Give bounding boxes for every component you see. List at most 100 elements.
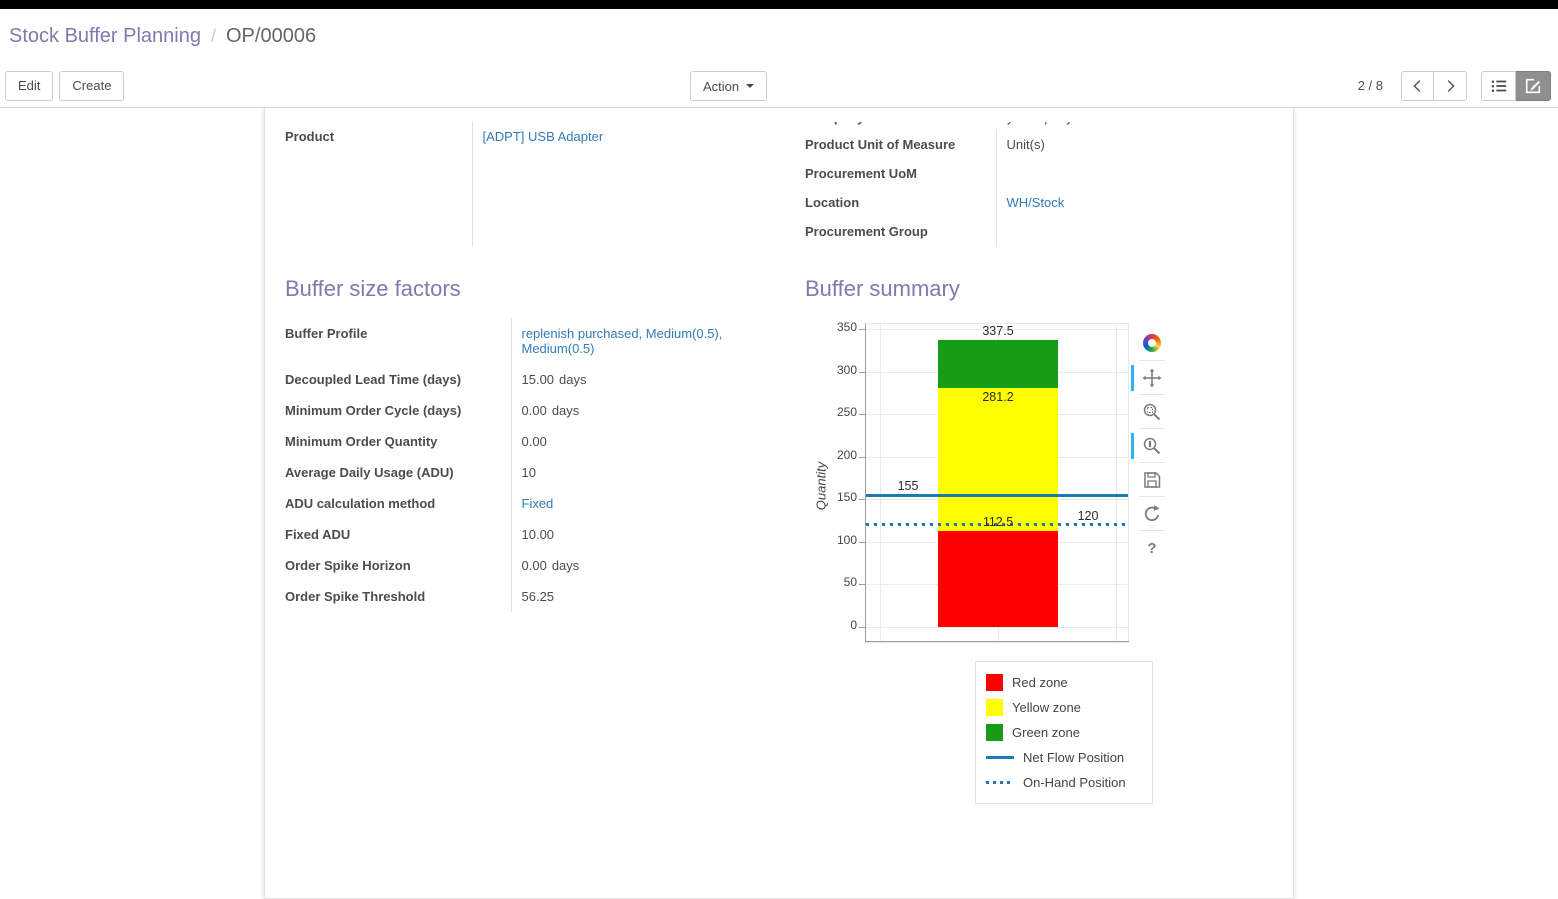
top-navbar bbox=[0, 0, 1558, 9]
edit-button[interactable]: Edit bbox=[5, 70, 54, 101]
field-row-min-order-cycle: Minimum Order Cycle (days) 0.00 days bbox=[285, 395, 785, 426]
legend-item: Green zone bbox=[986, 720, 1142, 745]
procurement-uom-label: Procurement UoM bbox=[805, 166, 917, 181]
legend-label: On-Hand Position bbox=[1023, 775, 1126, 790]
company-label: Company bbox=[805, 122, 996, 125]
box-zoom-icon bbox=[1143, 403, 1161, 420]
help-icon: ? bbox=[1147, 540, 1156, 557]
form-view: Product [ADPT] USB Adapter Company My Co… bbox=[0, 108, 1558, 899]
field-row-min-order-qty: Minimum Order Quantity 0.00 bbox=[285, 426, 785, 457]
legend-swatch-net-flow-position bbox=[986, 756, 1014, 759]
fixed-adu-label: Fixed ADU bbox=[285, 527, 351, 542]
list-icon bbox=[1491, 80, 1506, 92]
help-tool-button[interactable]: ? bbox=[1139, 530, 1165, 564]
svg-text:?: ? bbox=[1147, 540, 1156, 557]
section-title-buffer-summary: Buffer summary bbox=[805, 276, 960, 301]
adu-method-link[interactable]: Fixed bbox=[521, 496, 554, 511]
legend-swatch-red-zone bbox=[986, 674, 1003, 691]
create-button[interactable]: Create bbox=[59, 70, 125, 101]
y-tick-label: 300 bbox=[836, 362, 857, 377]
bar-segment-red-zone bbox=[938, 531, 1058, 627]
pager-next-button[interactable] bbox=[1434, 70, 1467, 101]
clipped-field-row: Company My Company bbox=[805, 122, 1273, 130]
box-zoom-tool-button[interactable] bbox=[1139, 394, 1165, 428]
legend-label: Green zone bbox=[1012, 725, 1080, 740]
legend-swatch-green-zone bbox=[986, 724, 1003, 741]
procurement-group-value bbox=[995, 217, 1075, 246]
y-gridline bbox=[866, 627, 1128, 628]
field-row-procurement-uom: Procurement UoM bbox=[805, 159, 1075, 188]
pan-tool-button[interactable] bbox=[1131, 360, 1165, 394]
field-row-adu: Average Daily Usage (ADU) 10 bbox=[285, 457, 785, 488]
spike-threshold-label: Order Spike Threshold bbox=[285, 589, 426, 604]
line-on-hand-position bbox=[866, 523, 1128, 527]
pager-counter: 2 / 8 bbox=[1357, 78, 1383, 93]
bokeh-logo-button[interactable] bbox=[1139, 326, 1165, 360]
y-tick-mark bbox=[859, 414, 866, 416]
product-link[interactable]: [ADPT] USB Adapter bbox=[482, 129, 604, 144]
y-tick-mark bbox=[859, 499, 866, 501]
dlt-label: Decoupled Lead Time (days) bbox=[285, 372, 462, 387]
spike-horizon-value: 0.00 bbox=[521, 558, 547, 573]
spike-threshold-value: 56.25 bbox=[510, 581, 785, 612]
form-view-button[interactable] bbox=[1516, 70, 1551, 101]
min-order-qty-label: Minimum Order Quantity bbox=[285, 434, 438, 449]
min-order-cycle-unit: days bbox=[551, 403, 580, 418]
pager-previous-button[interactable] bbox=[1401, 70, 1434, 101]
y-tick-mark bbox=[859, 627, 866, 628]
procurement-group: Product Unit of Measure Unit(s) Procurem… bbox=[805, 130, 1075, 246]
spike-horizon-unit: days bbox=[551, 558, 580, 573]
field-row-buffer-profile: Buffer Profile replenish purchased, Medi… bbox=[285, 318, 785, 364]
y-tick-mark bbox=[859, 456, 866, 458]
legend-item: Red zone bbox=[986, 670, 1142, 695]
chevron-down-icon bbox=[746, 84, 755, 88]
action-dropdown-button[interactable]: Action bbox=[690, 71, 768, 101]
list-view-button[interactable] bbox=[1481, 70, 1516, 101]
buffer-summary-chart: Quantity 0 50 100 150 200 250 300 350 337.5 281.… bbox=[805, 318, 1273, 818]
form-edit-icon bbox=[1525, 78, 1541, 93]
buffer-profile-link[interactable]: replenish purchased, Medium(0.5), Medium… bbox=[521, 326, 723, 356]
y-axis-ticks: 0 50 100 150 200 250 300 350 bbox=[805, 318, 857, 658]
legend-swatch-on-hand-position bbox=[986, 781, 1014, 784]
uom-value: Unit(s) bbox=[995, 130, 1075, 159]
pager-buttons bbox=[1401, 70, 1467, 101]
field-row-spike-threshold: Order Spike Threshold 56.25 bbox=[285, 581, 785, 612]
chart-annotation: 155 bbox=[897, 479, 919, 494]
field-row-adu-method: ADU calculation method Fixed bbox=[285, 488, 785, 519]
breadcrumb-separator: / bbox=[210, 26, 216, 46]
view-switcher bbox=[1481, 70, 1551, 101]
legend-item: Net Flow Position bbox=[986, 745, 1142, 770]
chart-annotation: 337.5 bbox=[982, 323, 1014, 338]
adu-method-label: ADU calculation method bbox=[285, 496, 436, 511]
chevron-right-icon bbox=[1447, 79, 1455, 92]
field-row-procurement-group: Procurement Group bbox=[805, 217, 1075, 246]
chart-plot: 337.5 281.2 155 112.5 120 bbox=[859, 323, 1129, 643]
y-tick-label: 150 bbox=[836, 490, 857, 505]
buffer-factors-table: Buffer Profile replenish purchased, Medi… bbox=[285, 318, 785, 612]
control-panel: Edit Create Action 2 / 8 bbox=[0, 64, 1558, 108]
y-tick-mark bbox=[859, 371, 866, 373]
buffer-size-factors-section: Buffer size factors Buffer Profile reple… bbox=[285, 276, 785, 818]
pan-icon bbox=[1142, 368, 1162, 387]
buffer-profile-label: Buffer Profile bbox=[285, 326, 368, 341]
y-gridline bbox=[866, 329, 1128, 330]
y-tick-mark bbox=[859, 541, 866, 543]
bar-segment-yellow-zone bbox=[938, 387, 1058, 532]
breadcrumb: Stock Buffer Planning / OP/00006 bbox=[0, 9, 1558, 64]
legend-item: On-Hand Position bbox=[986, 770, 1142, 795]
adu-value: 10 bbox=[510, 457, 785, 488]
reset-tool-button[interactable] bbox=[1139, 496, 1165, 530]
location-link[interactable]: WH/Stock bbox=[1006, 195, 1065, 210]
breadcrumb-parent-link[interactable]: Stock Buffer Planning bbox=[9, 25, 201, 47]
spike-horizon-label: Order Spike Horizon bbox=[285, 558, 411, 573]
wheel-zoom-tool-button[interactable] bbox=[1131, 428, 1165, 462]
legend-label: Yellow zone bbox=[1012, 700, 1081, 715]
y-tick-label: 200 bbox=[836, 447, 857, 462]
field-row-location: Location WH/Stock bbox=[805, 188, 1075, 217]
dlt-value: 15.00 bbox=[521, 372, 555, 387]
save-tool-button[interactable] bbox=[1139, 462, 1165, 496]
action-label: Action bbox=[703, 78, 740, 94]
y-tick-mark bbox=[859, 584, 866, 586]
y-tick-label: 100 bbox=[836, 532, 857, 547]
legend-label: Red zone bbox=[1012, 675, 1068, 690]
